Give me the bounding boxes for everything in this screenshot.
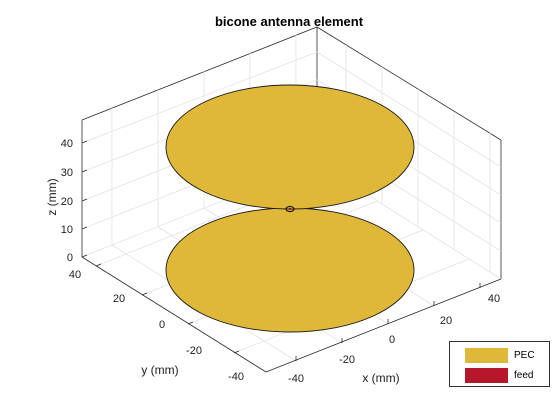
y-tick-label: -40 bbox=[228, 371, 244, 383]
x-tick-label: -20 bbox=[339, 354, 355, 366]
legend-label: PEC bbox=[514, 349, 535, 361]
z-tick-label: 0 bbox=[67, 252, 73, 264]
x-tick-label: 0 bbox=[389, 334, 395, 346]
y-tick-label: 40 bbox=[69, 269, 81, 281]
legend[interactable]: PEC feed bbox=[449, 341, 550, 387]
z-tick-label: 30 bbox=[61, 167, 73, 179]
tick-marks bbox=[81, 140, 481, 361]
legend-item-feed[interactable]: feed bbox=[465, 367, 533, 383]
legend-item-pec[interactable]: PEC bbox=[465, 347, 535, 363]
z-tick-label: 10 bbox=[61, 224, 73, 236]
bicone-antenna[interactable] bbox=[165, 84, 415, 333]
lower-cone-disc[interactable] bbox=[165, 207, 415, 333]
z-tick-label: 20 bbox=[61, 196, 73, 208]
x-axis-line bbox=[265, 278, 502, 373]
legend-label: feed bbox=[514, 369, 534, 381]
x-tick-label: 40 bbox=[488, 293, 500, 305]
upper-cone-disc[interactable] bbox=[165, 84, 415, 210]
plot-title: bicone antenna element bbox=[215, 14, 364, 29]
z-tick-label: 40 bbox=[61, 138, 73, 150]
y-axis-label: y (mm) bbox=[141, 363, 178, 377]
y-tick-label: 0 bbox=[159, 319, 165, 331]
y-tick-label: -20 bbox=[186, 345, 202, 357]
z-axis-label: z (mm) bbox=[45, 178, 59, 215]
y-tick-labels: 40 20 0 -20 -40 bbox=[69, 269, 244, 383]
y-tick-label: 20 bbox=[113, 293, 125, 305]
x-tick-label: 20 bbox=[440, 315, 452, 327]
z-tick-labels: 0 10 20 30 40 bbox=[61, 138, 73, 264]
x-axis-label: x (mm) bbox=[362, 371, 399, 385]
feed-point-marker[interactable] bbox=[285, 205, 295, 213]
x-tick-label: -40 bbox=[288, 373, 304, 385]
x-tick-labels: -40 -20 0 20 40 bbox=[288, 293, 500, 385]
legend-swatch-pec bbox=[465, 347, 508, 363]
legend-swatch-feed bbox=[465, 367, 508, 383]
